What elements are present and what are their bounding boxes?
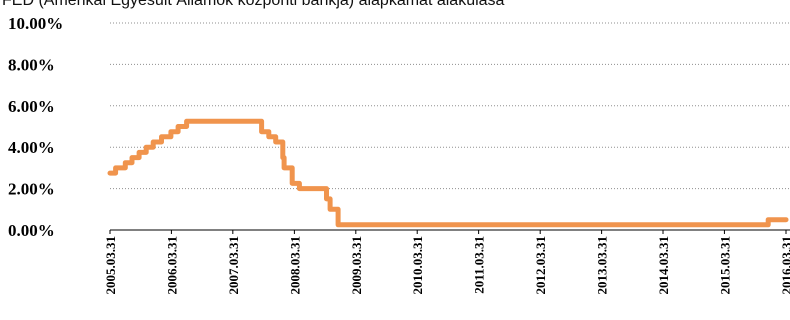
x-tick-label: 2008.03.31 (287, 236, 302, 295)
y-tick-label: 6.00% (8, 97, 55, 116)
y-tick-label: 8.00% (8, 55, 55, 74)
series-line (107, 118, 789, 228)
y-tick-label: 4.00% (8, 138, 55, 157)
x-tick-label: 2011.03.31 (472, 236, 487, 294)
y-tick-label: 0.00% (8, 221, 55, 240)
chart-title: FED (Amerikai Egyesült Államok központi … (2, 0, 505, 9)
grid-lines (110, 22, 790, 190)
x-tick-label: 2013.03.31 (595, 236, 610, 295)
x-tick-label: 2009.03.31 (349, 236, 364, 295)
y-tick-label: 2.00% (8, 180, 55, 199)
x-tick-label: 2010.03.31 (410, 236, 425, 295)
x-tick-label: 2016.03.31 (779, 236, 790, 295)
x-axis-ticks: 2005.03.31 2006.03.31 2007.03.31 2008.03.31… (103, 230, 790, 295)
y-tick-label: 10.00% (8, 14, 63, 33)
x-tick-label: 2006.03.31 (164, 236, 179, 295)
y-axis-ticks: 0.00% 2.00% 4.00% 6.00% 8.00% 10.00% (8, 14, 63, 240)
x-tick-label: 2014.03.31 (656, 236, 671, 295)
series-layer (107, 118, 789, 228)
x-tick-label: 2005.03.31 (103, 236, 118, 295)
x-tick-label: 2015.03.31 (717, 236, 732, 295)
x-tick-label: 2007.03.31 (226, 236, 241, 295)
x-tick-label: 2012.03.31 (533, 236, 548, 295)
